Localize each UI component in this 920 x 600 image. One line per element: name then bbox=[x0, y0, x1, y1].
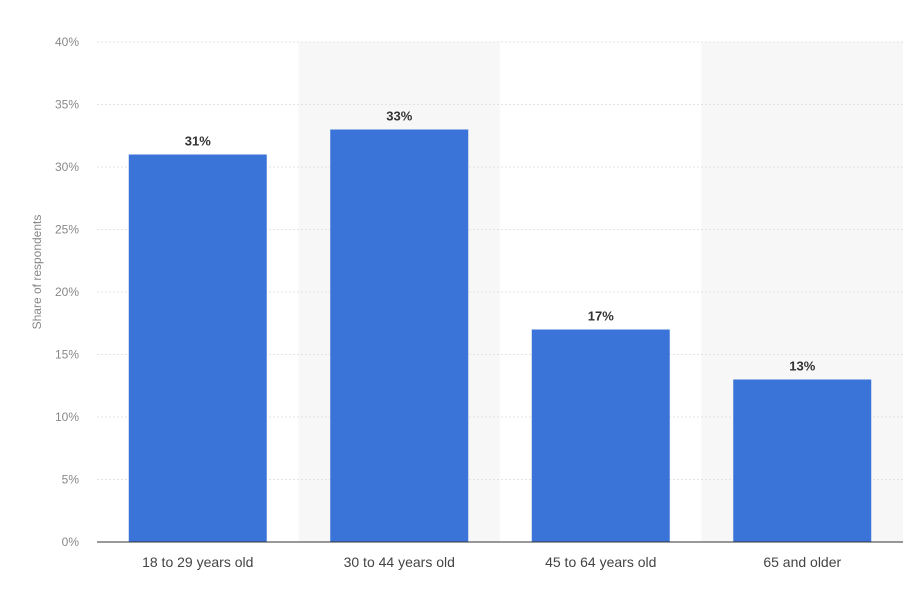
bar[interactable] bbox=[733, 379, 872, 543]
y-tick-label: 10% bbox=[55, 410, 79, 424]
bar-value-label: 31% bbox=[185, 134, 211, 149]
bar-value-label: 17% bbox=[588, 309, 614, 324]
y-tick-label: 20% bbox=[55, 285, 79, 299]
y-axis-title: Share of respondents bbox=[30, 215, 44, 330]
x-category-label: 45 to 64 years old bbox=[545, 554, 656, 570]
y-tick-label: 30% bbox=[55, 160, 79, 174]
bar-value-label: 13% bbox=[789, 359, 815, 374]
data-labels: 31% 33% 17% 13% bbox=[185, 109, 816, 374]
bar[interactable] bbox=[330, 129, 469, 543]
x-category-label: 18 to 29 years old bbox=[142, 554, 253, 570]
y-tick-labels: 0% 5% 10% 15% 20% 25% 30% 35% 40% bbox=[55, 35, 79, 549]
y-tick-label: 35% bbox=[55, 98, 79, 112]
y-tick-label: 15% bbox=[55, 348, 79, 362]
bar-value-label: 33% bbox=[386, 109, 412, 124]
bar[interactable] bbox=[531, 329, 670, 543]
x-category-label: 65 and older bbox=[763, 554, 841, 570]
x-category-label: 30 to 44 years old bbox=[344, 554, 455, 570]
bars bbox=[128, 129, 872, 543]
x-category-labels: 18 to 29 years old 30 to 44 years old 45 t… bbox=[142, 554, 841, 570]
y-tick-label: 25% bbox=[55, 223, 79, 237]
y-tick-label: 40% bbox=[55, 35, 79, 49]
bar[interactable] bbox=[128, 154, 267, 543]
y-tick-label: 5% bbox=[62, 473, 80, 487]
y-tick-label: 0% bbox=[62, 535, 80, 549]
